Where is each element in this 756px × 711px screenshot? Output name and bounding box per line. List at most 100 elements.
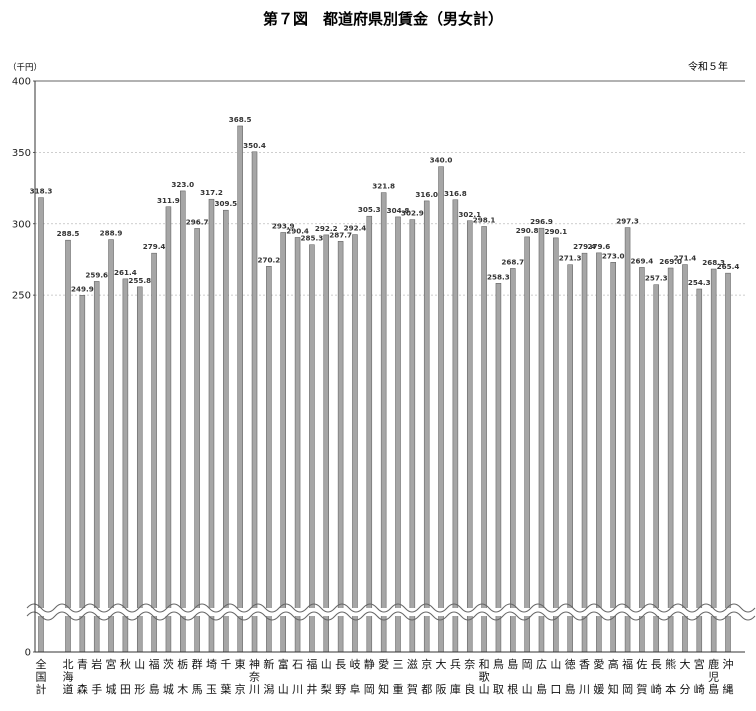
value-label: 321.8 [372,182,395,191]
category-label: 群馬 [192,657,203,696]
category-char: 口 [550,683,561,696]
value-label: 271.3 [559,254,582,263]
axis-break [26,603,756,621]
bar [136,286,143,653]
bar [725,272,731,653]
category-char: 秋 [120,657,131,671]
category-label: 宮崎 [694,657,705,696]
y-tick-label: 300 [12,219,31,230]
value-label: 318.3 [30,187,53,196]
value-label: 311.9 [157,196,180,205]
bar [596,252,602,653]
category-char: 高 [608,657,619,671]
value-label: 258.3 [487,272,510,281]
category-char: 京 [421,657,432,671]
bar [524,236,530,653]
category-char: 栃 [177,657,188,671]
value-label: 288.9 [100,229,123,238]
bar [696,288,703,653]
value-label: 317.2 [200,188,223,197]
category-char: 玉 [206,683,217,696]
category-label: 岐阜 [349,658,360,696]
category-char: 山 [479,683,490,696]
category-label: 広島 [536,658,547,696]
category-char: 神 [249,657,260,671]
y-tick-label: 0 [25,648,31,659]
category-label: 埼玉 [206,657,217,696]
value-label: 298.1 [473,215,496,224]
category-label: 岡山 [522,658,533,696]
category-char: 馬 [192,683,203,696]
bar [452,199,459,653]
bar [567,264,573,653]
category-char: 北 [63,658,74,671]
value-label: 288.5 [57,229,80,238]
value-label: 265.4 [717,262,740,271]
category-label: 秋田 [120,657,131,696]
period-label: 令和５年 [688,60,728,73]
category-char: 阪 [436,682,447,696]
category-char: 長 [651,658,662,671]
category-label: 新潟 [263,657,274,696]
category-char: 野 [335,683,346,696]
bar [38,197,44,653]
bar [337,241,344,653]
value-label: 269.4 [631,256,654,265]
value-label: 268.3 [702,258,725,267]
value-label: 254.3 [688,278,711,287]
bar [208,198,215,653]
value-label: 302.1 [458,210,481,219]
value-label: 279.6 [587,242,610,251]
category-label: 岩手 [91,657,102,696]
value-label: 350.4 [243,141,266,150]
category-label: 奈良 [464,657,475,696]
category-label: 福島 [149,657,160,696]
category-label: 福岡 [622,657,633,696]
bar [495,283,502,653]
y-tick-label: 400 [12,77,31,88]
category-labels: 全国計北海道青森岩手宮城秋田山形福島茨城栃木群馬埼玉千葉東京神奈川新潟富山石川福… [36,657,734,696]
bar [237,125,243,653]
axis-break-band [27,608,753,616]
bar [280,232,286,653]
category-char: 川 [249,683,260,696]
value-label: 287.7 [329,230,352,239]
category-char: 三 [393,658,404,671]
category-label: 山梨 [321,658,332,696]
category-char: 熊 [665,657,676,671]
category-char: 岡 [522,658,533,671]
bar [366,215,373,653]
category-label: 千葉 [220,658,231,696]
category-char: 媛 [593,682,604,696]
category-label: 神奈川 [249,657,260,696]
bar [294,237,301,653]
bar [309,244,315,653]
category-char: 宮 [694,657,705,671]
category-label: 大阪 [436,657,447,696]
category-char: 都 [421,683,432,696]
category-char: 埼 [206,657,217,671]
category-char: 岡 [622,683,633,696]
bar [323,234,330,653]
value-label: 270.2 [257,255,280,264]
value-label: 273.0 [602,251,625,260]
category-char: 重 [393,682,404,696]
category-label: 島根 [507,657,518,696]
y-tick-labels: 0 250 300 350 400 [12,77,35,659]
bar [194,228,200,653]
value-label: 293.9 [272,221,295,230]
value-label: 249.9 [71,284,94,293]
category-char: 手 [91,682,102,696]
bar [710,268,717,653]
category-label: 茨城 [163,657,174,696]
category-char: 本 [665,682,676,696]
category-label: 和歌山 [479,658,490,696]
category-label: 三重 [393,658,404,696]
category-label: 兵庫 [450,658,461,696]
category-char: 新 [263,657,274,671]
value-label: 323.0 [171,180,194,189]
category-char: 潟 [263,683,274,696]
category-char: 愛 [378,658,389,671]
category-char: 山 [550,658,561,671]
